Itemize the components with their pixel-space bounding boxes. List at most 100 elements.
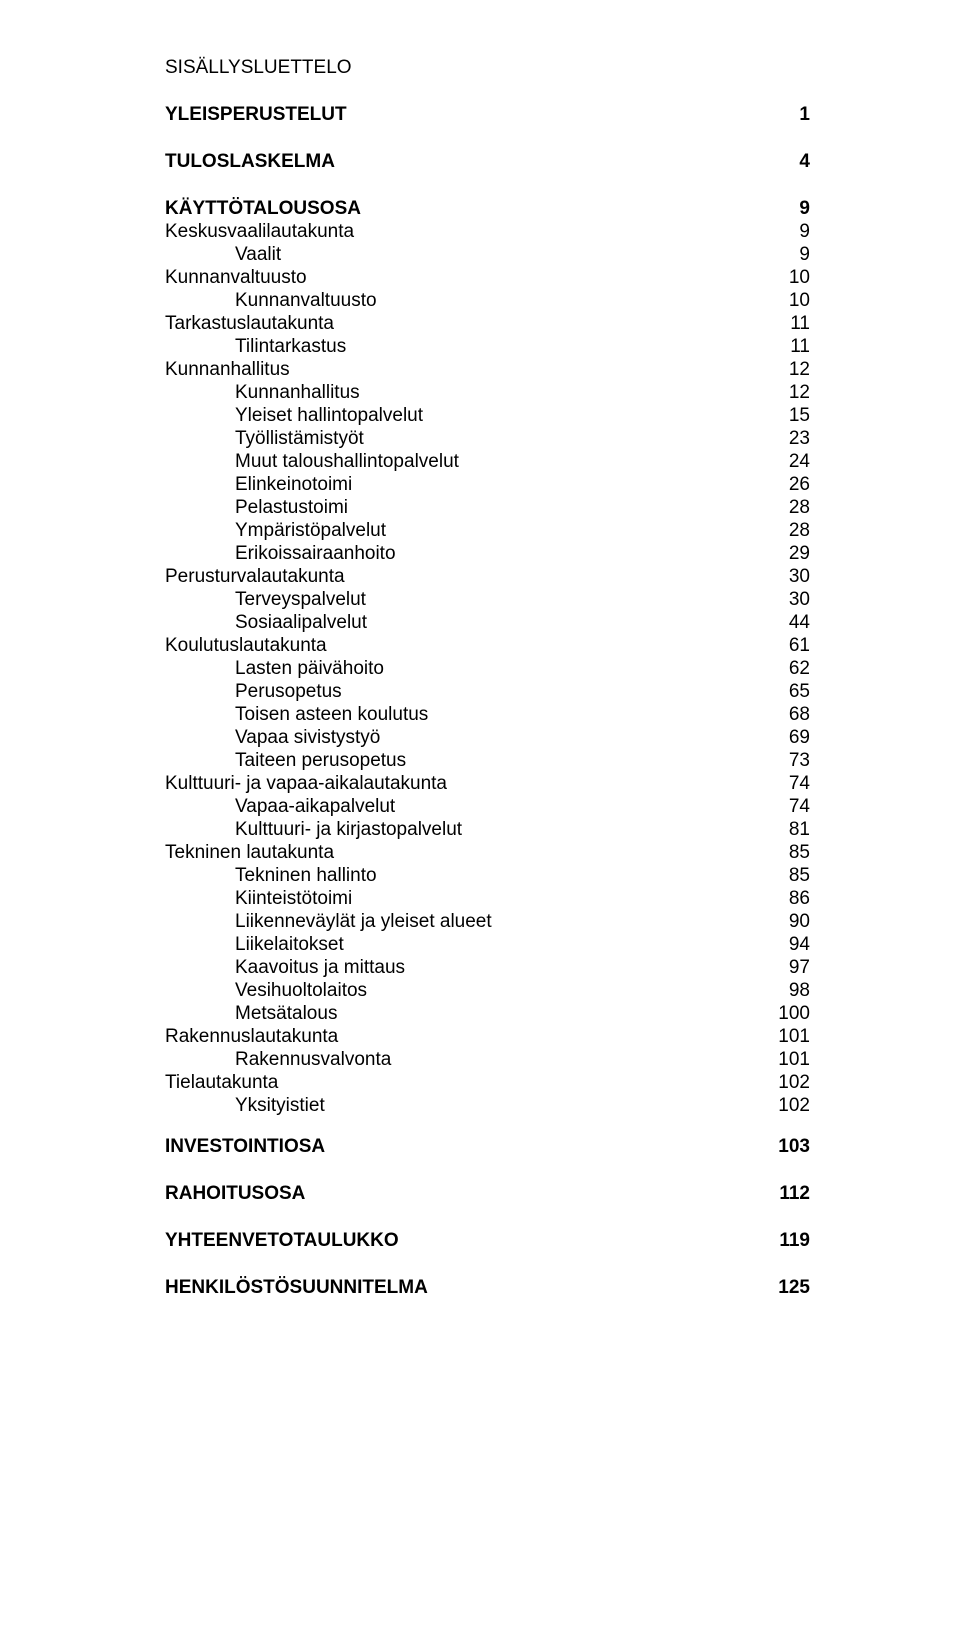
- toc-entry: Pelastustoimi28: [165, 496, 810, 519]
- toc-page-number: 103: [770, 1135, 810, 1158]
- toc-entry: Vapaa-aikapalvelut 74: [165, 795, 810, 818]
- toc-label: Perusturvalautakunta: [165, 565, 345, 588]
- toc-label: Kunnanvaltuusto: [165, 266, 307, 289]
- toc-label: Pelastustoimi: [165, 496, 348, 519]
- toc-section-heading: YHTEENVETOTAULUKKO119: [165, 1229, 810, 1252]
- toc-page-number: 10: [770, 266, 810, 289]
- toc-label: Kunnanvaltuusto: [165, 289, 377, 312]
- toc-entry: Rakennusvalvonta 101: [165, 1048, 810, 1071]
- toc-page-number: 4: [770, 150, 810, 173]
- toc-page-number: 1: [770, 103, 810, 126]
- toc-entry: Tielautakunta 102: [165, 1071, 810, 1094]
- toc-entry: Yksityistiet102: [165, 1094, 810, 1117]
- toc-label: Sosiaalipalvelut: [165, 611, 367, 634]
- toc-entry: Koulutuslautakunta 61: [165, 634, 810, 657]
- toc-label: Kunnanhallitus: [165, 358, 290, 381]
- toc-page-number: 102: [770, 1094, 810, 1117]
- toc-entry: Yleiset hallintopalvelut 15: [165, 404, 810, 427]
- toc-entry: Kaavoitus ja mittaus 97: [165, 956, 810, 979]
- toc-label: Koulutuslautakunta: [165, 634, 327, 657]
- toc-label: Rakennuslautakunta: [165, 1025, 338, 1048]
- toc-entry: Vapaa sivistystyö69: [165, 726, 810, 749]
- toc-entry: Tekninen hallinto85: [165, 864, 810, 887]
- toc-entry: Erikoissairaanhoito 29: [165, 542, 810, 565]
- toc-page-number: 29: [770, 542, 810, 565]
- toc-section-heading: YLEISPERUSTELUT 1: [165, 103, 810, 126]
- toc-entry: Liikenneväylät ja yleiset alueet 90: [165, 910, 810, 933]
- toc-page-number: 101: [770, 1048, 810, 1071]
- toc-page-number: 15: [770, 404, 810, 427]
- toc-entry: Tarkastuslautakunta11: [165, 312, 810, 335]
- toc-entry: Kulttuuri- ja kirjastopalvelut 81: [165, 818, 810, 841]
- toc-entry: Muut taloushallintopalvelut24: [165, 450, 810, 473]
- toc-entry: Perusopetus65: [165, 680, 810, 703]
- toc-label: RAHOITUSOSA: [165, 1182, 305, 1205]
- toc-entry: Metsätalous100: [165, 1002, 810, 1025]
- toc-label: Tielautakunta: [165, 1071, 278, 1094]
- toc-label: Vesihuoltolaitos: [165, 979, 367, 1002]
- toc-entry: Tekninen lautakunta85: [165, 841, 810, 864]
- toc-page-number: 26: [770, 473, 810, 496]
- toc-page: SISÄLLYSLUETTELOYLEISPERUSTELUT1TULOSLAS…: [0, 0, 960, 1355]
- toc-label: Kulttuuri- ja vapaa-aikalautakunta: [165, 772, 447, 795]
- toc-label: KÄYTTÖTALOUSOSA: [165, 197, 361, 220]
- toc-page-number: 119: [770, 1229, 810, 1252]
- toc-entry: Kiinteistötoimi86: [165, 887, 810, 910]
- toc-page-number: 68: [770, 703, 810, 726]
- toc-label: Erikoissairaanhoito: [165, 542, 396, 565]
- toc-page-number: 44: [770, 611, 810, 634]
- toc-label: Kaavoitus ja mittaus: [165, 956, 405, 979]
- toc-page-number: 30: [770, 588, 810, 611]
- toc-page-number: 90: [770, 910, 810, 933]
- toc-label: Vapaa-aikapalvelut: [165, 795, 395, 818]
- toc-page-number: 12: [770, 358, 810, 381]
- toc-page-number: 65: [770, 680, 810, 703]
- toc-page-number: 11: [770, 335, 810, 358]
- toc-entry: Lasten päivähoito 62: [165, 657, 810, 680]
- toc-label: Tilintarkastus: [165, 335, 346, 358]
- toc-label: SISÄLLYSLUETTELO: [165, 56, 352, 79]
- toc-label: Keskusvaalilautakunta: [165, 220, 354, 243]
- toc-page-number: 62: [770, 657, 810, 680]
- toc-label: Terveyspalvelut: [165, 588, 366, 611]
- toc-section-heading: KÄYTTÖTALOUSOSA9: [165, 197, 810, 220]
- toc-label: Elinkeinotoimi: [165, 473, 352, 496]
- toc-section-heading: INVESTOINTIOSA 103: [165, 1135, 810, 1158]
- toc-page-number: 61: [770, 634, 810, 657]
- toc-entry: Vesihuoltolaitos98: [165, 979, 810, 1002]
- toc-page-number: 23: [770, 427, 810, 450]
- toc-entry: Tilintarkastus 11: [165, 335, 810, 358]
- toc-page-number: 74: [770, 795, 810, 818]
- toc-entry: Kulttuuri- ja vapaa-aikalautakunta74: [165, 772, 810, 795]
- toc-label: Vaalit: [165, 243, 281, 266]
- toc-entry: SISÄLLYSLUETTELO: [165, 56, 810, 79]
- toc-entry: Kunnanvaltuusto 10: [165, 266, 810, 289]
- toc-page-number: 12: [770, 381, 810, 404]
- toc-entry: Ympäristöpalvelut28: [165, 519, 810, 542]
- toc-label: Työllistämistyöt: [165, 427, 364, 450]
- toc-page-number: 102: [770, 1071, 810, 1094]
- toc-label: Tarkastuslautakunta: [165, 312, 334, 335]
- toc-label: Yleiset hallintopalvelut: [165, 404, 423, 427]
- toc-page-number: 94: [770, 933, 810, 956]
- toc-label: INVESTOINTIOSA: [165, 1135, 325, 1158]
- toc-page-number: 9: [770, 243, 810, 266]
- toc-label: Taiteen perusopetus: [165, 749, 406, 772]
- toc-label: Kulttuuri- ja kirjastopalvelut: [165, 818, 462, 841]
- toc-page-number: 81: [770, 818, 810, 841]
- toc-label: Liikenneväylät ja yleiset alueet: [165, 910, 492, 933]
- toc-entry: Elinkeinotoimi 26: [165, 473, 810, 496]
- toc-entry: Kunnanhallitus 12: [165, 358, 810, 381]
- toc-section-heading: HENKILÖSTÖSUUNNITELMA125: [165, 1276, 810, 1299]
- toc-label: HENKILÖSTÖSUUNNITELMA: [165, 1276, 428, 1299]
- toc-entry: Sosiaalipalvelut 44: [165, 611, 810, 634]
- toc-label: Lasten päivähoito: [165, 657, 384, 680]
- toc-page-number: 97: [770, 956, 810, 979]
- toc-label: Rakennusvalvonta: [165, 1048, 391, 1071]
- toc-page-number: 9: [770, 220, 810, 243]
- toc-label: YLEISPERUSTELUT: [165, 103, 347, 126]
- toc-entry: Työllistämistyöt 23: [165, 427, 810, 450]
- toc-page-number: 10: [770, 289, 810, 312]
- toc-entry: Terveyspalvelut 30: [165, 588, 810, 611]
- toc-page-number: 85: [770, 841, 810, 864]
